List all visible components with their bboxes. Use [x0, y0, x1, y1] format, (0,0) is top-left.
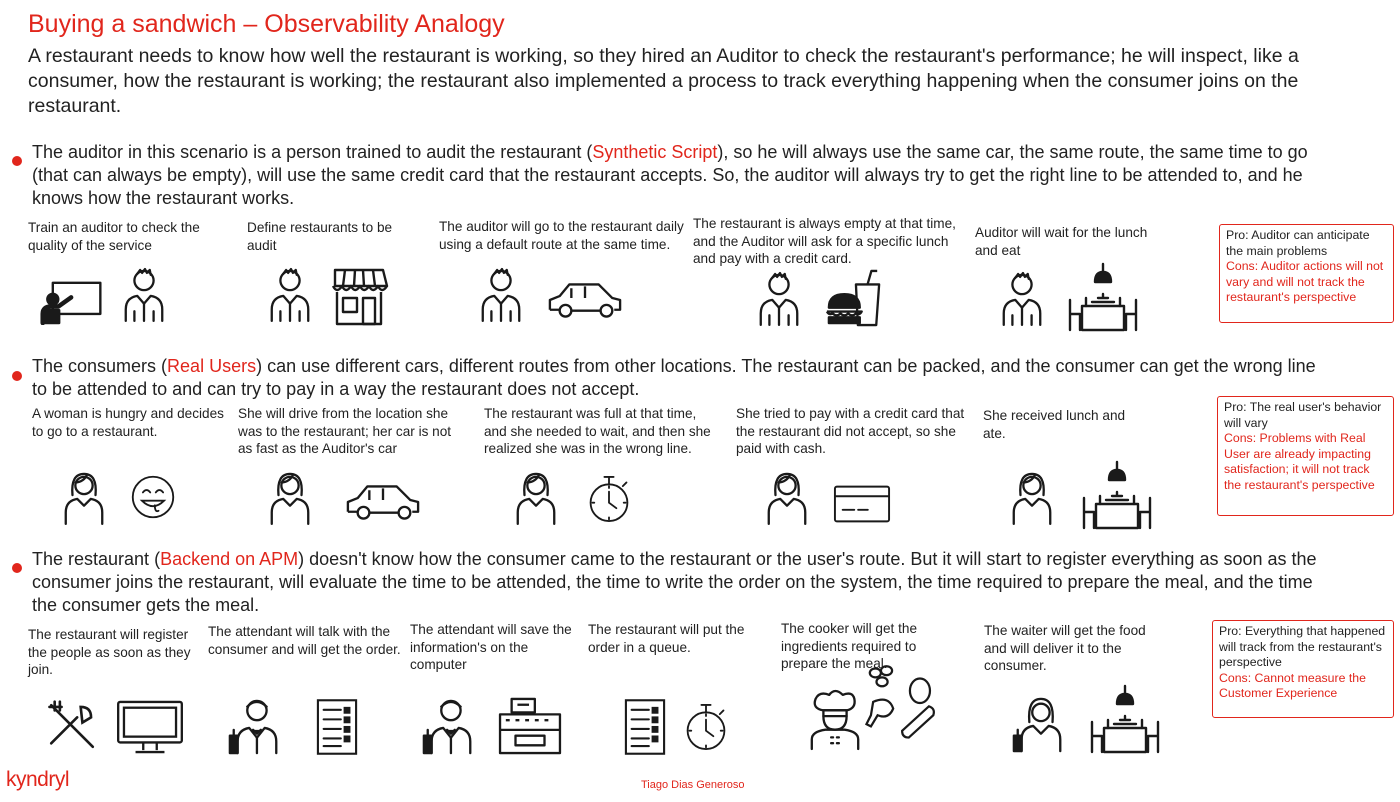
pro-text: Pro: The real user's behavior will vary	[1224, 400, 1382, 430]
step-auditor-route: The auditor will go to the restaurant da…	[439, 219, 684, 252]
store-icon	[329, 266, 389, 326]
waiter-icon	[420, 697, 478, 755]
woman-icon	[763, 468, 811, 526]
step-restaurant-full: The restaurant was full at that time, an…	[484, 406, 711, 456]
dining-table-icon	[1068, 262, 1138, 332]
step-restaurant-empty: The restaurant is always empty at that t…	[693, 216, 956, 266]
step-paid-cash: She tried to pay with a credit card that…	[736, 406, 965, 456]
woman-icon	[512, 468, 560, 526]
step-waiter-deliver: The waiter will get the food and will de…	[984, 623, 1146, 673]
step-auditor-wait: Auditor will wait for the lunch and eat	[975, 225, 1148, 258]
order-list-icon	[624, 698, 666, 756]
step-order-queue: The restaurant will put the order in a q…	[588, 622, 745, 655]
dining-table-icon	[1090, 684, 1160, 754]
step-define-restaurants: Define restaurants to be audit	[247, 220, 393, 253]
stopwatch-icon	[586, 472, 632, 526]
man-icon	[477, 264, 525, 324]
section-bullet	[12, 371, 22, 381]
section-synthetic-text: The auditor in this scenario is a person…	[32, 142, 1308, 208]
pros-cons-box-real-users: Pro: The real user's behavior will vary …	[1217, 396, 1394, 516]
pro-text: Pro: Everything that happened will track…	[1219, 624, 1386, 669]
step-cooker-ingredients: The cooker will get the ingredients requ…	[781, 621, 918, 671]
stopwatch-icon	[683, 700, 729, 754]
step-received-lunch: She received lunch and ate.	[983, 408, 1126, 441]
highlight-synthetic-script: Synthetic Script	[592, 142, 718, 162]
teacher-board-icon	[40, 279, 104, 325]
ingredients-icon	[862, 664, 940, 742]
pro-text: Pro: Auditor can anticipate the main pro…	[1226, 228, 1370, 258]
waitress-icon	[1010, 694, 1068, 754]
section-bullet	[12, 156, 22, 166]
waiter-icon	[226, 697, 284, 755]
dining-table-icon	[1082, 460, 1152, 530]
pros-cons-box-backend: Pro: Everything that happened will track…	[1212, 620, 1394, 718]
woman-icon	[60, 468, 108, 526]
man-icon	[755, 268, 803, 328]
step-train-auditor: Train an auditor to check the quality of…	[28, 220, 200, 253]
cons-text: Cons: Cannot measure the Customer Experi…	[1219, 670, 1366, 701]
smiley-icon	[130, 474, 176, 520]
highlight-real-users: Real Users	[167, 356, 257, 376]
step-attendant-order: The attendant will talk with the consume…	[208, 624, 401, 657]
cash-register-icon	[496, 697, 564, 755]
order-list-icon	[316, 698, 358, 756]
car-icon	[546, 280, 624, 320]
man-icon	[120, 264, 168, 324]
step-woman-hungry: A woman is hungry and decides to go to a…	[32, 406, 224, 439]
page-title: Buying a sandwich – Observability Analog…	[28, 10, 505, 38]
woman-icon	[266, 468, 314, 526]
author-credit: Tiago Dias Generoso	[641, 779, 745, 791]
woman-icon	[1008, 468, 1056, 526]
highlight-backend-apm: Backend on APM	[160, 549, 299, 569]
car-icon	[344, 482, 422, 522]
man-icon	[998, 268, 1046, 328]
burger-drink-icon	[825, 268, 883, 328]
monitor-icon	[116, 700, 184, 754]
step-woman-drive: She will drive from the location she was…	[238, 406, 452, 456]
chef-icon	[806, 688, 864, 752]
section-backend-text: The restaurant (Backend on APM) doesn't …	[32, 549, 1317, 615]
cons-text: Cons: Problems with Real User are alread…	[1224, 431, 1375, 492]
step-attendant-save: The attendant will save the information'…	[410, 622, 572, 672]
cons-text: Cons: Auditor actions will not vary and …	[1226, 259, 1384, 304]
pros-cons-box-synthetic: Pro: Auditor can anticipate the main pro…	[1219, 224, 1394, 323]
cutlery-icon	[46, 700, 98, 752]
step-register-people: The restaurant will register the people …	[28, 627, 191, 677]
man-icon	[266, 264, 314, 324]
section-bullet	[12, 563, 22, 573]
kyndryl-logo: kyndryl	[6, 768, 70, 791]
section-real-users-text: The consumers (Real Users) can use diffe…	[32, 356, 1316, 399]
credit-card-icon	[833, 484, 891, 524]
intro-paragraph: A restaurant needs to know how well the …	[28, 45, 1299, 117]
